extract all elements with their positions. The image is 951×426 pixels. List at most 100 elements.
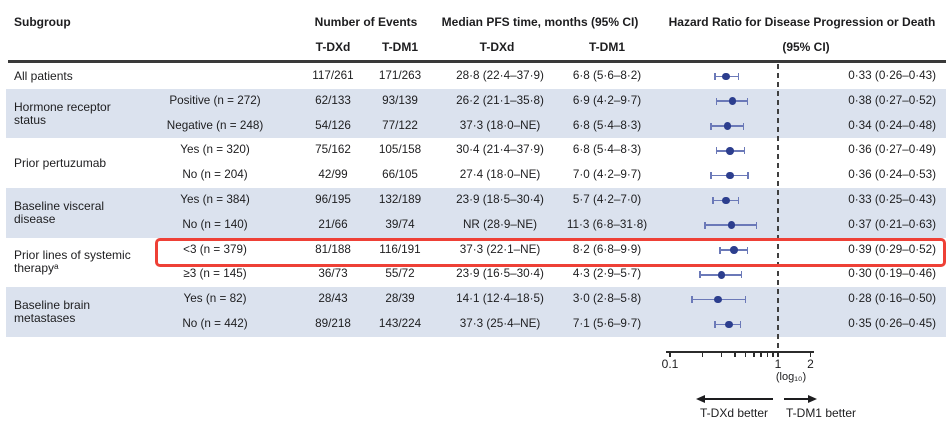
forest-marker xyxy=(722,72,730,81)
ci-cap-high xyxy=(740,271,743,279)
subgroup-label: Prior pertuzumab xyxy=(14,155,107,170)
subgroup-level-label: Negative (n = 248) xyxy=(166,118,264,132)
median-tdxd-cell: 27·4 (18·0–NE) xyxy=(459,168,541,182)
subheader-hazard-95ci: (95% CI) xyxy=(782,40,830,54)
reference-line-hr-1 xyxy=(777,64,779,352)
x-axis-tick-label: 1 xyxy=(774,357,782,371)
events-tdm1-cell: 28/39 xyxy=(385,292,415,306)
median-tdxd-cell: 23·9 (16·5–30·4) xyxy=(456,267,544,281)
x-axis-line xyxy=(666,351,814,353)
ci-cap-high xyxy=(743,147,746,155)
ci-cap-low xyxy=(691,296,693,304)
right-arrow-label: T-DM1 better xyxy=(785,406,857,420)
forest-marker xyxy=(722,196,730,205)
table-row: No (n = 442) 89/218 143/224 37·3 (25·4–NE) 7… xyxy=(6,312,946,337)
events-tdm1-cell: 55/72 xyxy=(385,267,415,281)
ci-cap-low xyxy=(710,172,712,180)
table-row: Yes (n = 320) 75/162 105/158 30·4 (21·4–37·… xyxy=(6,138,946,163)
subgroup-level-label: No (n = 140) xyxy=(182,217,248,231)
events-tdxd-cell: 96/195 xyxy=(315,193,351,206)
median-tdm1-cell: 7·0 (4·2–9·7) xyxy=(572,168,642,182)
ci-cap-low xyxy=(714,320,716,328)
column-header-subgroup: Subgroup xyxy=(14,15,71,29)
ci-cap-low xyxy=(699,271,701,279)
median-tdxd-cell: 28·8 (22·4–37·9) xyxy=(456,69,544,82)
median-tdm1-cell: 6·8 (5·4–8·3) xyxy=(572,143,642,157)
ci-cap-low xyxy=(714,72,716,80)
forest-marker xyxy=(730,246,738,254)
subgroup-label: Hormone receptor status xyxy=(14,99,111,127)
median-tdm1-cell: 6·8 (5·4–8·3) xyxy=(572,118,642,132)
column-header-number-of-events: Number of Events xyxy=(314,15,418,29)
subheader-events-tdm1: T-DM1 xyxy=(382,40,418,54)
ci-cap-high xyxy=(755,221,758,229)
hr-ci-cell: 0·33 (0·25–0·43) xyxy=(848,193,936,206)
events-tdxd-cell: 89/218 xyxy=(315,317,351,330)
ci-cap-low xyxy=(719,246,721,254)
median-tdm1-cell: 7·1 (5·6–9·7) xyxy=(572,317,642,330)
median-tdxd-cell: 37·3 (25·4–NE) xyxy=(459,317,541,330)
x-axis-tick xyxy=(753,351,755,357)
hr-ci-cell: 0·33 (0·26–0·43) xyxy=(848,69,936,82)
hr-ci-cell: 0·28 (0·16–0·50) xyxy=(848,292,936,306)
ci-cap-high xyxy=(747,172,749,180)
ci-cap-low xyxy=(710,122,712,130)
subheader-median-tdxd: T-DXd xyxy=(479,40,515,54)
events-tdxd-cell: 36/73 xyxy=(318,267,348,281)
events-tdm1-cell: 39/74 xyxy=(385,217,415,231)
hr-ci-cell: 0·30 (0·19–0·46) xyxy=(848,267,936,281)
median-tdxd-cell: NR (28·9–NE) xyxy=(462,217,538,231)
forest-marker xyxy=(723,122,732,130)
ci-cap-high xyxy=(737,196,740,204)
events-tdxd-cell: 117/261 xyxy=(312,69,354,82)
hr-ci-cell: 0·36 (0·27–0·49) xyxy=(848,143,936,157)
right-arrow-line xyxy=(784,398,808,400)
ci-cap-high xyxy=(737,72,740,80)
ci-cap-low xyxy=(715,97,718,105)
highlight-box-prior-lines-lt3 xyxy=(155,238,946,267)
events-tdxd-cell: 75/162 xyxy=(315,143,351,157)
ci-cap-low xyxy=(703,221,706,229)
x-axis-tick xyxy=(772,351,774,357)
events-tdm1-cell: 93/139 xyxy=(382,93,418,107)
x-axis-tick-label: 0.1 xyxy=(661,357,679,371)
x-axis-tick xyxy=(760,351,763,357)
subgroup-level-label: ≥3 (n = 145) xyxy=(183,267,247,281)
median-tdm1-cell: 8·2 (6·8–9·9) xyxy=(572,242,642,256)
subgroup-label: Prior lines of systemic therapyᵃ xyxy=(14,248,131,276)
events-tdm1-cell: 143/224 xyxy=(378,317,422,330)
table-row: No (n = 204) 42/99 66/105 27·4 (18·0–NE) 7·0… xyxy=(6,163,946,188)
x-axis-tick xyxy=(777,351,779,357)
median-tdxd-cell: 26·2 (21·1–35·8) xyxy=(456,93,544,107)
right-arrow-head-icon xyxy=(808,394,817,403)
ci-cap-high xyxy=(746,246,749,254)
table-row: 117/261 171/263 28·8 (22·4–37·9) 6·8 (5·6–8… xyxy=(6,64,946,89)
median-tdxd-cell: 23·9 (18·5–30·4) xyxy=(456,193,544,206)
table-row: Negative (n = 248) 54/126 77/122 37·3 (18·0… xyxy=(6,113,946,139)
median-tdm1-cell: 3·0 (2·8–5·8) xyxy=(572,292,642,306)
x-axis-tick xyxy=(669,351,671,357)
forest-marker xyxy=(714,295,723,304)
subgroup-level-label: No (n = 204) xyxy=(182,168,248,182)
events-tdxd-cell: 62/133 xyxy=(315,93,351,107)
subgroup-level-label: Yes (n = 82) xyxy=(183,292,247,306)
subgroup-level-label: Positive (n = 272) xyxy=(169,93,261,107)
left-arrow-line xyxy=(703,398,773,400)
events-tdm1-cell: 77/122 xyxy=(382,118,418,132)
median-tdm1-cell: 6·8 (5·6–8·2) xyxy=(572,69,642,82)
hr-ci-cell: 0·37 (0·21–0·63) xyxy=(848,217,936,231)
x-axis-tick xyxy=(701,351,704,357)
subgroup-level-label: No (n = 442) xyxy=(182,317,248,330)
subgroup-level-label: Yes (n = 384) xyxy=(180,193,250,206)
left-arrow-head-icon xyxy=(696,394,705,403)
hr-ci-cell: 0·36 (0·24–0·53) xyxy=(848,168,936,182)
events-tdm1-cell: 116/191 xyxy=(379,242,421,256)
left-arrow-label: T-DXd better xyxy=(699,406,769,420)
events-tdm1-cell: 171/263 xyxy=(378,69,422,82)
subheader-events-tdxd: T-DXd xyxy=(315,40,351,54)
table-row: Yes (n = 82) 28/43 28/39 14·1 (12·4–18·5) 3·… xyxy=(6,287,946,312)
events-tdxd-cell: 54/126 xyxy=(315,118,351,132)
table-row: Yes (n = 384) 96/195 132/189 23·9 (18·5–30·… xyxy=(6,188,946,213)
subgroup-label: All patients xyxy=(14,68,73,83)
median-tdm1-cell: 4·3 (2·9–5·7) xyxy=(572,267,642,281)
